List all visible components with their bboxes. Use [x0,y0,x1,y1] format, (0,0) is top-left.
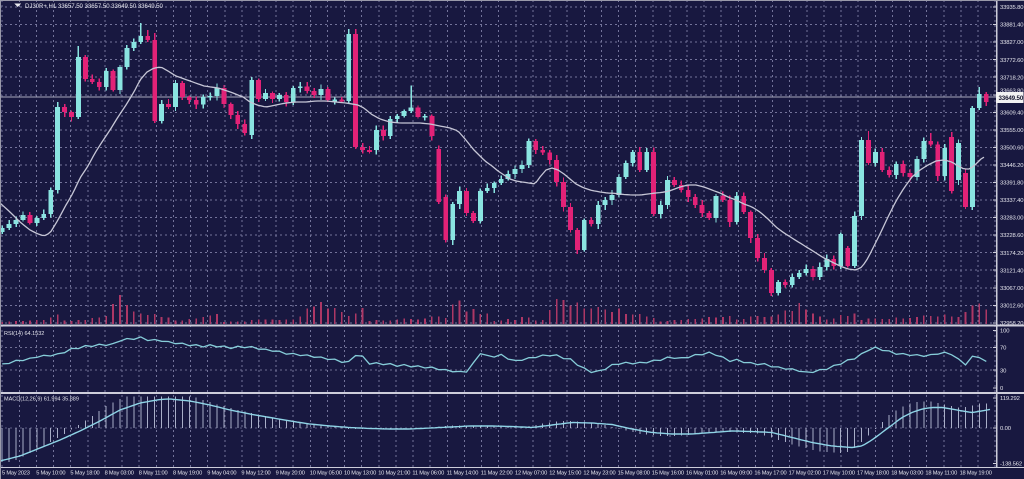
svg-text:100: 100 [1000,329,1010,335]
svg-text:8 May 11:00: 8 May 11:00 [139,471,168,477]
svg-text:33012.60: 33012.60 [1000,304,1024,310]
svg-text:119.292: 119.292 [1000,396,1020,402]
svg-text:17 May 02:00: 17 May 02:00 [789,471,821,477]
svg-text:15 May 16:00: 15 May 16:00 [652,471,684,477]
svg-text:33067.00: 33067.00 [1000,286,1024,292]
svg-text:33228.60: 33228.60 [1000,233,1024,239]
svg-text:18 May 11:00: 18 May 11:00 [925,471,957,477]
svg-text:8 May 03:00: 8 May 03:00 [105,471,134,477]
svg-text:5 May 18:00: 5 May 18:00 [70,471,99,477]
svg-text:33391.80: 33391.80 [1000,181,1024,187]
svg-text:10 May 13:00: 10 May 13:00 [344,471,376,477]
svg-text:12 May 07:00: 12 May 07:00 [515,471,547,477]
svg-text:11 May 14:00: 11 May 14:00 [447,471,479,477]
svg-text:5 May 10:00: 5 May 10:00 [36,471,65,477]
svg-text:-138.562: -138.562 [1000,462,1022,468]
svg-text:33337.40: 33337.40 [1000,198,1024,204]
svg-text:9 May 20:00: 9 May 20:00 [276,471,305,477]
svg-text:9 May 04:00: 9 May 04:00 [207,471,236,477]
svg-text:33827.00: 33827.00 [1000,40,1024,46]
svg-text:16 May 17:00: 16 May 17:00 [754,471,786,477]
svg-text:17 May 10:00: 17 May 10:00 [823,471,855,477]
svg-text:RSI(14) 64.1532: RSI(14) 64.1532 [4,331,44,337]
svg-text:33500.60: 33500.60 [1000,146,1024,152]
svg-text:0.00: 0.00 [1000,426,1012,432]
svg-text:33663.80: 33663.80 [1000,88,1024,94]
svg-text:33283.00: 33283.00 [1000,216,1024,222]
svg-text:33935.80: 33935.80 [1000,5,1024,11]
svg-text:17 May 18:00: 17 May 18:00 [857,471,889,477]
svg-text:30: 30 [1000,368,1007,374]
svg-text:33649.50: 33649.50 [999,95,1024,102]
svg-text:33772.60: 33772.60 [1000,58,1024,64]
svg-text:33446.20: 33446.20 [1000,163,1024,169]
svg-text:8 May 19:00: 8 May 19:00 [173,471,202,477]
svg-text:70: 70 [1000,346,1007,352]
svg-text:0: 0 [1000,386,1004,392]
svg-text:16 May 09:00: 16 May 09:00 [720,471,752,477]
svg-text:33174.20: 33174.20 [1000,251,1024,257]
svg-text:DJ30R+,H1 33657.50 33657.50 3: DJ30R+,H1 33657.50 33657.50 33649.50 336… [25,3,164,10]
svg-text:32958.20: 32958.20 [1000,321,1024,327]
svg-text:5 May 2023: 5 May 2023 [2,471,30,477]
svg-text:18 May 19:00: 18 May 19:00 [960,471,992,477]
svg-text:33609.40: 33609.40 [1000,110,1024,116]
svg-text:11 May 06:00: 11 May 06:00 [412,471,444,477]
svg-text:10 May 21:00: 10 May 21:00 [378,471,410,477]
svg-text:11 May 22:00: 11 May 22:00 [481,471,513,477]
svg-text:12 May 23:00: 12 May 23:00 [583,471,615,477]
svg-text:18 May 03:00: 18 May 03:00 [891,471,923,477]
svg-text:33718.20: 33718.20 [1000,75,1024,81]
svg-text:10 May 05:00: 10 May 05:00 [310,471,342,477]
svg-text:33881.40: 33881.40 [1000,23,1024,29]
svg-text:16 May 01:00: 16 May 01:00 [686,471,718,477]
svg-text:15 May 08:00: 15 May 08:00 [618,471,650,477]
svg-text:33555.00: 33555.00 [1000,128,1024,134]
svg-text:9 May 12:00: 9 May 12:00 [241,471,270,477]
svg-text:33121.40: 33121.40 [1000,268,1024,274]
svg-text:MACD(12,26,9) 61.994 35.889: MACD(12,26,9) 61.994 35.889 [4,397,79,403]
svg-text:12 May 15:00: 12 May 15:00 [549,471,581,477]
